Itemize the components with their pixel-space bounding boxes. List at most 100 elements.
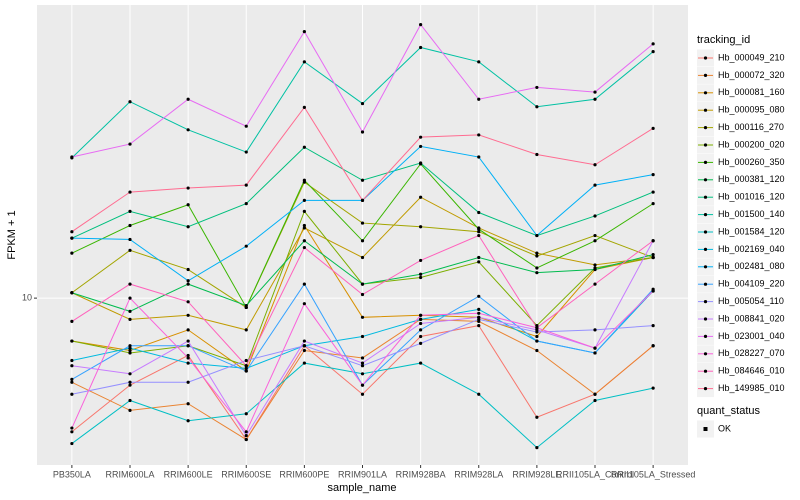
data-point	[70, 441, 74, 446]
data-point	[244, 303, 248, 308]
legend-label: Hb_000116_270	[718, 122, 784, 132]
data-point	[128, 346, 132, 350]
data-point	[593, 392, 597, 396]
data-point	[593, 97, 597, 101]
data-point	[419, 195, 423, 199]
data-point	[70, 377, 74, 382]
data-point	[186, 267, 190, 272]
data-point	[593, 90, 597, 94]
data-point	[186, 313, 190, 317]
legend-label: Hb_000081_160	[718, 87, 785, 97]
y-axis-title: FPKM + 1	[6, 210, 18, 259]
data-point	[651, 126, 655, 130]
x-tick-label: RRII105LA_Stressed	[611, 469, 696, 479]
data-point	[302, 223, 306, 228]
x-tick-label: RRIM928BA	[396, 469, 446, 479]
data-point	[651, 255, 655, 260]
data-point	[419, 135, 423, 139]
x-tick-label: RRIM600LA	[105, 469, 154, 479]
legend-label: Hb_028227_070	[718, 348, 785, 358]
data-point	[186, 353, 190, 358]
data-point	[593, 183, 597, 187]
data-point	[70, 358, 74, 363]
data-point	[651, 252, 655, 257]
legend-point	[703, 56, 708, 60]
data-point	[302, 226, 306, 230]
data-point	[302, 198, 306, 203]
data-point	[244, 202, 248, 206]
legend-point	[703, 178, 708, 182]
shape-legend-title: quant_status	[697, 405, 760, 417]
data-point	[477, 255, 481, 260]
data-point	[186, 225, 190, 229]
data-point	[186, 344, 190, 348]
data-point	[535, 415, 539, 419]
legend-label: Hb_000381_120	[718, 174, 785, 184]
data-point	[477, 294, 481, 298]
data-point	[477, 60, 481, 64]
x-tick-label: RRIM901LA	[338, 469, 387, 479]
data-point	[477, 230, 481, 234]
data-point	[651, 386, 655, 390]
legend-point	[703, 195, 708, 199]
data-point	[186, 356, 190, 360]
data-point	[360, 372, 365, 376]
data-point	[70, 426, 74, 430]
data-point	[593, 163, 597, 167]
data-point	[128, 351, 132, 355]
data-point	[477, 210, 481, 215]
legend-point	[703, 73, 708, 77]
data-point	[535, 446, 539, 450]
data-point	[535, 251, 539, 255]
data-point	[302, 344, 306, 348]
data-point	[477, 260, 481, 264]
data-point	[244, 328, 248, 332]
legend-point	[703, 387, 708, 391]
data-point	[593, 282, 597, 286]
data-point	[128, 142, 132, 146]
data-point	[302, 178, 306, 182]
legend-label: OK	[718, 423, 731, 433]
data-point	[302, 361, 306, 365]
data-point	[128, 100, 132, 104]
legend-label: Hb_001584_120	[718, 226, 785, 236]
data-point	[244, 244, 248, 248]
legend-point	[703, 230, 708, 234]
data-point	[186, 128, 190, 132]
data-point	[360, 221, 365, 225]
data-point	[535, 339, 539, 343]
data-point	[186, 279, 190, 283]
data-point	[128, 344, 132, 348]
data-point	[186, 361, 190, 365]
data-point	[535, 266, 539, 270]
data-point	[128, 248, 132, 252]
data-point	[419, 225, 423, 229]
data-point	[477, 155, 481, 159]
data-point	[244, 358, 248, 363]
data-point	[302, 209, 306, 213]
data-point	[244, 183, 248, 187]
legend-label: Hb_000260_350	[718, 157, 785, 167]
data-point	[535, 105, 539, 109]
data-point	[477, 307, 481, 311]
data-point	[651, 344, 655, 348]
data-point	[593, 239, 597, 243]
x-tick-label: RRII105LA_Control	[556, 469, 634, 479]
legend-point	[703, 334, 708, 338]
data-point	[593, 214, 597, 218]
data-point	[360, 361, 365, 365]
legend-title: tracking_id	[697, 34, 750, 46]
data-point	[128, 380, 132, 384]
data-point	[419, 341, 423, 345]
data-point	[477, 227, 481, 231]
data-point	[186, 402, 190, 406]
data-point	[70, 339, 74, 343]
data-point	[593, 398, 597, 403]
data-point	[419, 317, 423, 321]
data-point	[244, 366, 248, 370]
data-point	[302, 60, 306, 64]
legend-label: Hb_000072_320	[718, 70, 785, 80]
data-point	[419, 272, 423, 276]
data-point	[360, 392, 365, 396]
data-point	[419, 258, 423, 263]
